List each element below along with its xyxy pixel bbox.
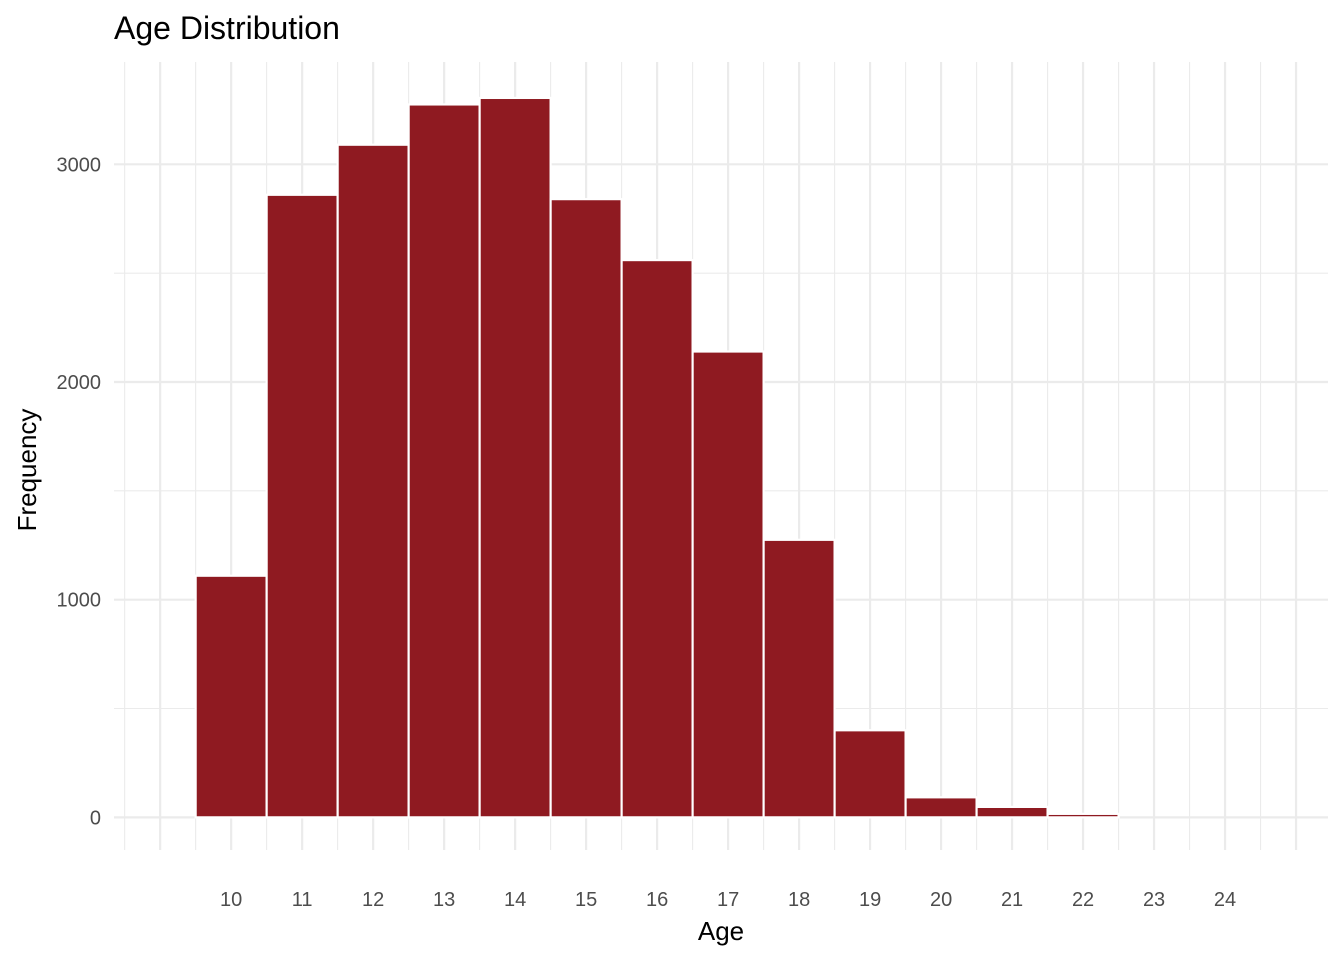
bar-age-16 bbox=[622, 260, 693, 817]
y-tick-label: 1000 bbox=[57, 590, 102, 612]
x-tick-label: 17 bbox=[717, 889, 739, 911]
x-axis-title: Age bbox=[698, 916, 744, 946]
x-tick-label: 19 bbox=[859, 889, 881, 911]
x-tick-label: 18 bbox=[788, 889, 810, 911]
bar-age-21 bbox=[977, 807, 1048, 817]
bar-age-11 bbox=[267, 195, 338, 818]
bar-age-10 bbox=[196, 576, 267, 818]
bar-age-12 bbox=[338, 145, 409, 818]
x-tick-label: 12 bbox=[362, 889, 384, 911]
chart-title: Age Distribution bbox=[114, 10, 340, 46]
bar-age-13 bbox=[409, 104, 480, 817]
x-tick-label: 10 bbox=[220, 889, 242, 911]
bar-age-17 bbox=[693, 352, 764, 818]
x-tick-label: 23 bbox=[1143, 889, 1165, 911]
x-tick-label: 21 bbox=[1001, 889, 1023, 911]
bar-age-22 bbox=[1048, 814, 1119, 817]
bar-age-15 bbox=[551, 199, 622, 817]
bar-age-14 bbox=[480, 98, 551, 817]
x-tick-label: 20 bbox=[930, 889, 952, 911]
y-tick-label: 3000 bbox=[57, 154, 102, 176]
x-tick-label: 16 bbox=[646, 889, 668, 911]
x-tick-label: 24 bbox=[1214, 889, 1236, 911]
y-tick-label: 0 bbox=[90, 807, 101, 829]
x-tick-label: 22 bbox=[1072, 889, 1094, 911]
bar-age-19 bbox=[835, 730, 906, 817]
x-tick-label: 15 bbox=[575, 889, 597, 911]
bar-age-20 bbox=[906, 797, 977, 817]
y-tick-label: 2000 bbox=[57, 372, 102, 394]
x-tick-label: 14 bbox=[504, 889, 526, 911]
y-axis-title: Frequency bbox=[12, 409, 42, 532]
x-tick-label: 11 bbox=[292, 889, 313, 911]
x-axis-tick-labels: 10 11 12 13 14 15 16 17 18 19 20 21 22 23 24 bbox=[220, 889, 1236, 911]
x-tick-label: 13 bbox=[433, 889, 455, 911]
bar-age-18 bbox=[764, 540, 835, 818]
